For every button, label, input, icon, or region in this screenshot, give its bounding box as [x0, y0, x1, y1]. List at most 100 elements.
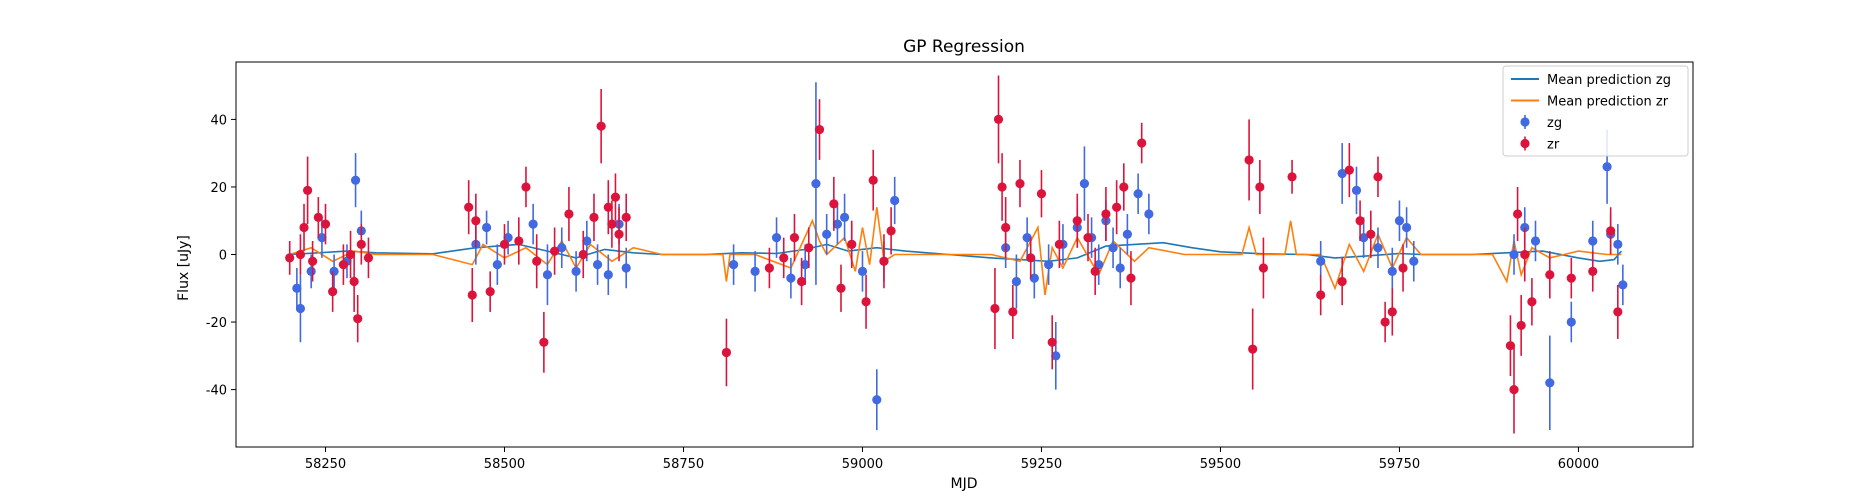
data-point — [589, 212, 599, 222]
data-point — [1001, 222, 1011, 233]
y-axis-label: Flux [uJy] — [176, 235, 192, 301]
data-point — [764, 263, 774, 273]
y-tick-label: -40 — [206, 384, 227, 399]
data-point — [564, 209, 574, 219]
data-point — [1527, 297, 1537, 307]
data-point — [295, 249, 306, 260]
data-point — [481, 222, 492, 233]
data-point — [1373, 172, 1383, 182]
data-point — [804, 243, 814, 253]
data-point — [1022, 233, 1032, 243]
data-point — [592, 260, 603, 270]
y-tick-label: 0 — [219, 249, 227, 264]
data-point — [542, 270, 553, 280]
data-point — [1008, 307, 1018, 317]
data-point — [596, 121, 606, 131]
plot-area — [285, 75, 1628, 434]
data-point — [1026, 253, 1036, 263]
data-point — [800, 260, 810, 270]
data-point — [621, 212, 631, 222]
legend-label: Mean prediction zg — [1547, 73, 1671, 88]
data-point — [1545, 378, 1555, 388]
data-point — [1054, 239, 1064, 249]
data-point — [1387, 266, 1397, 276]
data-point — [285, 253, 295, 263]
data-point — [353, 314, 363, 324]
x-tick-label: 58500 — [484, 457, 525, 472]
data-point — [1613, 307, 1623, 317]
series-points-zg — [292, 82, 1628, 431]
data-point — [1015, 178, 1025, 189]
data-point — [306, 266, 316, 276]
data-point — [1036, 189, 1047, 199]
data-point — [1402, 222, 1412, 233]
data-point — [750, 266, 760, 276]
data-point — [857, 266, 868, 276]
data-point — [1258, 263, 1269, 273]
x-tick-label: 58750 — [663, 457, 704, 472]
data-point — [1380, 317, 1390, 327]
data-point — [1144, 209, 1154, 219]
data-point — [829, 199, 839, 209]
data-point — [789, 233, 800, 243]
x-tick-label: 59000 — [842, 457, 883, 472]
data-point — [1119, 182, 1129, 192]
data-point — [1112, 202, 1122, 212]
data-point — [1133, 189, 1143, 199]
data-point — [1255, 182, 1265, 192]
data-point — [1602, 162, 1612, 172]
data-point — [1248, 344, 1258, 354]
x-tick-label: 59500 — [1200, 457, 1241, 472]
legend-point-marker — [1520, 117, 1530, 127]
data-point — [349, 276, 359, 287]
data-point — [779, 253, 789, 263]
data-point — [1094, 260, 1104, 270]
data-point — [528, 219, 538, 229]
data-point — [299, 222, 309, 233]
x-axis-label: MJD — [951, 476, 978, 492]
legend-label: Mean prediction zr — [1547, 95, 1669, 110]
data-point — [1244, 155, 1254, 165]
data-point — [1316, 256, 1326, 266]
data-point — [1072, 216, 1082, 226]
data-point — [610, 192, 621, 202]
data-point — [607, 219, 617, 229]
data-point — [1618, 280, 1628, 290]
data-point — [990, 303, 1000, 314]
data-point — [1044, 260, 1054, 270]
data-point — [728, 260, 739, 270]
data-point — [578, 249, 588, 260]
data-point — [1387, 307, 1397, 317]
data-point — [317, 233, 327, 243]
data-point — [836, 283, 846, 293]
data-point — [1509, 249, 1519, 260]
data-point — [1047, 337, 1057, 347]
data-point — [345, 249, 356, 260]
data-point — [839, 212, 850, 222]
data-point — [1316, 290, 1326, 300]
data-point — [1287, 172, 1297, 182]
data-point — [582, 236, 592, 246]
data-point — [1530, 236, 1541, 246]
data-point — [302, 185, 313, 195]
data-point — [890, 195, 900, 206]
data-point — [786, 273, 796, 283]
data-point — [603, 270, 613, 280]
data-point — [1011, 276, 1022, 287]
data-point — [1108, 243, 1118, 253]
data-point — [1366, 229, 1376, 239]
data-point — [338, 260, 348, 270]
data-point — [328, 287, 338, 297]
data-point — [308, 256, 318, 266]
data-point — [872, 395, 882, 405]
data-point — [1337, 276, 1347, 287]
data-point — [1512, 209, 1523, 219]
data-point — [521, 182, 531, 192]
data-point — [363, 253, 374, 263]
data-point — [1083, 233, 1093, 243]
data-point — [539, 337, 549, 347]
chart-title: GP Regression — [903, 37, 1025, 57]
data-point — [485, 287, 495, 297]
data-point — [1079, 178, 1090, 189]
data-point — [1398, 263, 1408, 273]
